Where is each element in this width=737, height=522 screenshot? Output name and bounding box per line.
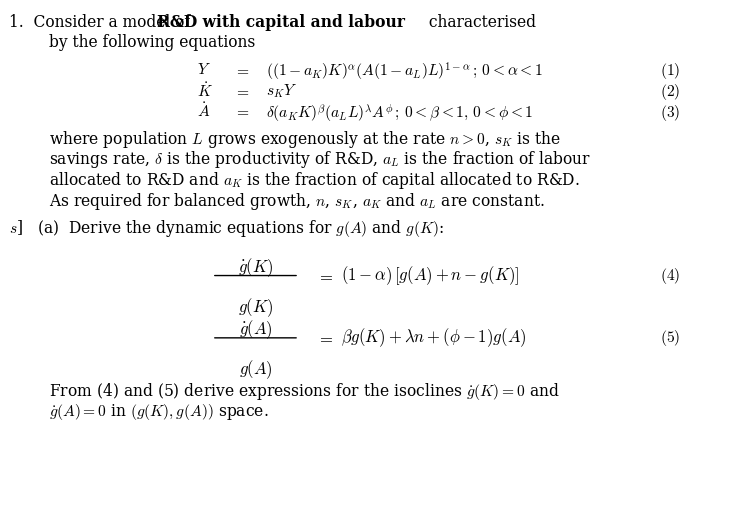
Text: where population $L$ grows exogenously at the rate $n > 0$, $s_K$ is the: where population $L$ grows exogenously a… <box>49 128 561 150</box>
Text: $\dot{K}$: $\dot{K}$ <box>198 82 213 101</box>
Text: characterised: characterised <box>424 15 536 31</box>
Text: $(4)$: $(4)$ <box>660 266 680 286</box>
Text: $(1-\alpha)\,[g(A)+n-g(K)]$: $(1-\alpha)\,[g(A)+n-g(K)]$ <box>341 264 520 287</box>
Text: $Y$: $Y$ <box>198 61 212 78</box>
Text: $g(A)$: $g(A)$ <box>239 359 273 382</box>
Text: $=$: $=$ <box>317 329 334 346</box>
Text: $\delta(a_K K)^\beta(a_L L)^\lambda A^\phi\,;\,0 < \beta < 1,\,0 < \phi < 1$: $\delta(a_K K)^\beta(a_L L)^\lambda A^\p… <box>266 103 534 125</box>
Text: R&D with capital and labour: R&D with capital and labour <box>158 15 405 31</box>
Text: $=$: $=$ <box>234 103 250 120</box>
Text: savings rate, $\delta$ is the productivity of R&D, $a_L$ is the fraction of labo: savings rate, $\delta$ is the productivi… <box>49 149 591 170</box>
Text: $(5)$: $(5)$ <box>660 328 680 348</box>
Text: $\dot{g}(K)$: $\dot{g}(K)$ <box>238 256 273 279</box>
Text: $=$: $=$ <box>234 61 250 78</box>
Text: $=$: $=$ <box>234 82 250 99</box>
Text: $s_K Y$: $s_K Y$ <box>266 82 298 100</box>
Text: $((1-a_K)K)^\alpha(A(1-a_L)L)^{1-\alpha}\,;\,0 < \alpha < 1$: $((1-a_K)K)^\alpha(A(1-a_L)L)^{1-\alpha}… <box>266 61 543 84</box>
Text: 1.  Consider a model of: 1. Consider a model of <box>9 15 195 31</box>
Text: $=$: $=$ <box>317 267 334 284</box>
Text: As required for balanced growth, $n$, $s_K$, $a_K$ and $a_L$ are constant.: As required for balanced growth, $n$, $s… <box>49 191 545 212</box>
Text: $\dot{A}$: $\dot{A}$ <box>198 103 211 121</box>
Text: From (4) and (5) derive expressions for the isoclines $\dot{g}(K)=0$ and: From (4) and (5) derive expressions for … <box>49 382 559 402</box>
Text: $(1)$: $(1)$ <box>660 61 680 81</box>
Text: $g(K)$: $g(K)$ <box>238 296 273 319</box>
Text: $(2)$: $(2)$ <box>660 82 680 102</box>
Text: $(3)$: $(3)$ <box>660 103 680 123</box>
Text: $\mathit{s}$]   (a)  Derive the dynamic equations for $g(A)$ and $g(K)$:: $\mathit{s}$] (a) Derive the dynamic equ… <box>9 218 444 240</box>
Text: $\dot{g}(A)$: $\dot{g}(A)$ <box>239 318 273 341</box>
Text: $\beta g(K)+\lambda n+(\phi-1)g(A)$: $\beta g(K)+\lambda n+(\phi-1)g(A)$ <box>341 326 527 349</box>
Text: by the following equations: by the following equations <box>49 34 255 51</box>
Text: $\dot{g}(A)=0$ in $(g(K),g(A))$ space.: $\dot{g}(A)=0$ in $(g(K),g(A))$ space. <box>49 402 268 422</box>
Text: allocated to R&D and $a_K$ is the fraction of capital allocated to R&D.: allocated to R&D and $a_K$ is the fracti… <box>49 170 579 191</box>
